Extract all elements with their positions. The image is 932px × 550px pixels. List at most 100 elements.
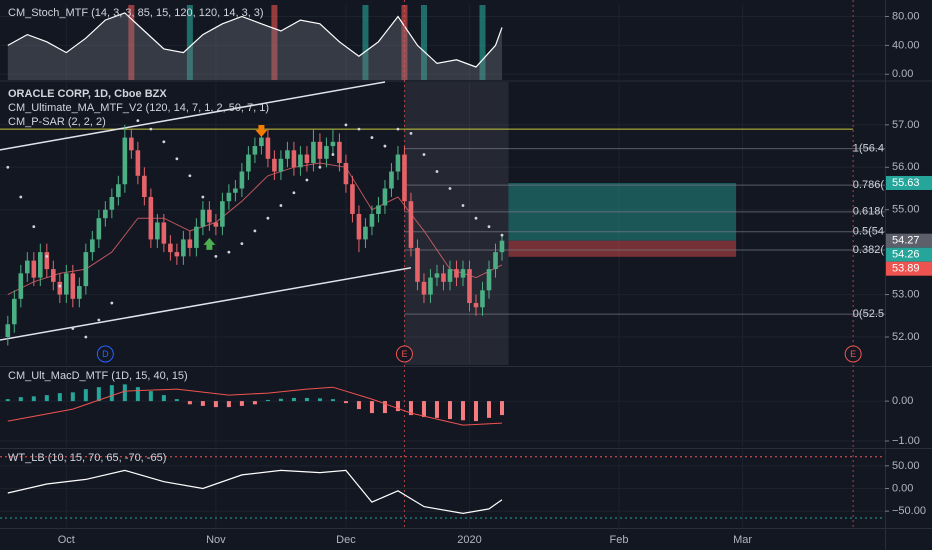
psar-dot <box>409 131 413 135</box>
y-tick-label: −50.00 <box>892 505 926 517</box>
candle-body <box>415 247 420 282</box>
candle-body <box>194 226 199 248</box>
candle-body <box>64 273 69 295</box>
histogram-bar <box>226 401 231 408</box>
candle-body <box>272 158 277 172</box>
histogram-bar <box>161 395 166 402</box>
candle-body <box>44 252 50 270</box>
histogram-bar <box>499 401 504 416</box>
price-tag <box>886 261 932 276</box>
series-line <box>7 469 503 515</box>
fib-label: 0.382( <box>853 244 885 256</box>
candle-body <box>51 269 56 282</box>
y-tick-label: 80.00 <box>892 10 920 22</box>
psar-dot <box>461 204 465 207</box>
y-tick-label: 55.00 <box>892 204 920 216</box>
histogram-bar <box>304 397 309 402</box>
psar-dot <box>344 123 348 127</box>
y-tick-label: 0.00 <box>892 395 913 407</box>
candle-body <box>421 281 427 295</box>
histogram-bar <box>278 398 283 402</box>
candle-body <box>239 171 245 189</box>
highlight-band <box>362 5 369 80</box>
candle-body <box>298 154 303 168</box>
psar-dot <box>188 174 192 178</box>
histogram-bar <box>187 401 192 405</box>
histogram-bar <box>486 401 491 418</box>
candle-body <box>233 188 238 193</box>
candle-body <box>116 184 121 197</box>
histogram-bar <box>148 391 153 402</box>
histogram-bar <box>473 401 478 422</box>
indicator-title: WT_LB (10, 15, 70, 65, -70, -65) <box>8 452 166 464</box>
psar-dot <box>19 195 23 199</box>
candle-body <box>129 137 134 151</box>
psar-dot <box>422 153 426 156</box>
candle-body <box>382 188 388 206</box>
histogram-bar <box>252 401 257 405</box>
candle-body <box>389 171 394 189</box>
psar-dot <box>97 318 101 322</box>
fib-label: 1(56.4 <box>853 143 884 155</box>
candle-body <box>57 281 63 295</box>
psar-dot <box>110 301 114 305</box>
candle-body <box>246 154 251 172</box>
price-tag-label: 55.63 <box>892 177 920 189</box>
candle-body <box>434 273 440 278</box>
event-marker <box>844 345 862 363</box>
candle-body <box>161 222 167 244</box>
candle-body <box>330 141 336 147</box>
candle-body <box>187 239 193 248</box>
candle-body <box>259 137 264 147</box>
candle-body <box>38 252 43 278</box>
histogram-bar <box>382 401 387 414</box>
indicator-title: CM_Ult_MacD_MTF (1D, 15, 40, 15) <box>8 370 188 382</box>
candle-body <box>395 154 401 172</box>
fib-label: 0.786( <box>853 179 885 191</box>
x-tick-label: Nov <box>206 534 226 546</box>
candle-body <box>499 240 505 253</box>
histogram-bar <box>174 399 179 402</box>
histogram-bar <box>460 401 465 421</box>
x-tick-label: Dec <box>336 534 356 546</box>
candle-body <box>226 192 232 202</box>
psar-dot <box>71 327 75 330</box>
histogram-bar <box>57 393 62 402</box>
price-tag <box>886 175 932 190</box>
histogram-bar <box>369 401 374 414</box>
x-tick-label: Feb <box>610 534 629 546</box>
candle-body <box>213 222 219 227</box>
candle-body <box>31 260 37 278</box>
candle-body <box>447 269 453 282</box>
y-tick-label: −1.00 <box>892 435 920 447</box>
event-marker <box>395 345 413 363</box>
histogram-bar <box>356 401 361 410</box>
candle-body <box>70 273 76 299</box>
histogram-bar <box>434 401 439 418</box>
histogram-bar <box>44 395 49 402</box>
area <box>7 12 503 80</box>
candle-body <box>337 141 342 164</box>
candle-body <box>356 213 362 240</box>
candle-body <box>83 252 89 287</box>
psar-dot <box>487 225 491 229</box>
candle-body <box>454 269 459 278</box>
psar-dot <box>305 178 309 182</box>
histogram-bar <box>135 387 140 402</box>
event-label: E <box>850 349 856 359</box>
histogram-bar <box>96 387 101 402</box>
candle-body <box>376 205 381 214</box>
price-tag-label: 54.27 <box>892 235 920 247</box>
indicator-title: CM_Stoch_MTF (14, 3, 3, 85, 15, 120, 120… <box>8 7 264 19</box>
psar-dot <box>136 119 140 123</box>
candle-body <box>90 239 95 253</box>
histogram-bar <box>109 385 114 402</box>
psar-dot <box>279 204 283 207</box>
y-tick-label: 57.00 <box>892 119 920 131</box>
highlight-band <box>128 5 135 80</box>
candle-body <box>200 209 206 227</box>
candle-body <box>493 252 498 270</box>
histogram-bar <box>447 401 452 420</box>
chart-title: ORACLE CORP, 1D, Cboe BZX <box>8 88 167 100</box>
